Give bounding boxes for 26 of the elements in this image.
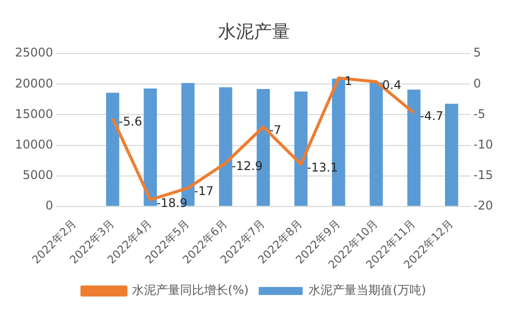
y2-tick-label: -10 [473,137,494,152]
bar [294,92,308,206]
bar [144,88,157,206]
y-tick-label: 25000 [14,46,54,60]
y2-tick-label: 0 [473,76,482,90]
chart-title: 水泥产量 [218,21,290,42]
data-label: -17 [194,184,214,198]
data-label: -4.7 [420,109,444,124]
bar [370,82,383,206]
y-tick-label: 0 [46,198,54,213]
legend-label: 水泥产量当期值(万吨) [308,283,426,298]
bar [407,90,421,206]
bar [219,87,232,206]
y2-tick-label: -5 [473,106,486,121]
legend-label: 水泥产量同比增长(%) [132,283,249,298]
y-tick-label: 5000 [22,168,54,182]
y2-tick-label: -20 [473,198,494,213]
bar [444,104,458,206]
data-label: -5.6 [118,114,142,129]
bar [106,92,120,206]
data-label: 0.4 [382,78,402,92]
y-tick-label: 10000 [14,137,54,152]
y-tick-label: 15000 [14,106,54,121]
y2-tick-label: -15 [473,168,494,182]
y2-tick-label: 5 [473,46,482,60]
y-tick-label: 20000 [14,76,54,90]
